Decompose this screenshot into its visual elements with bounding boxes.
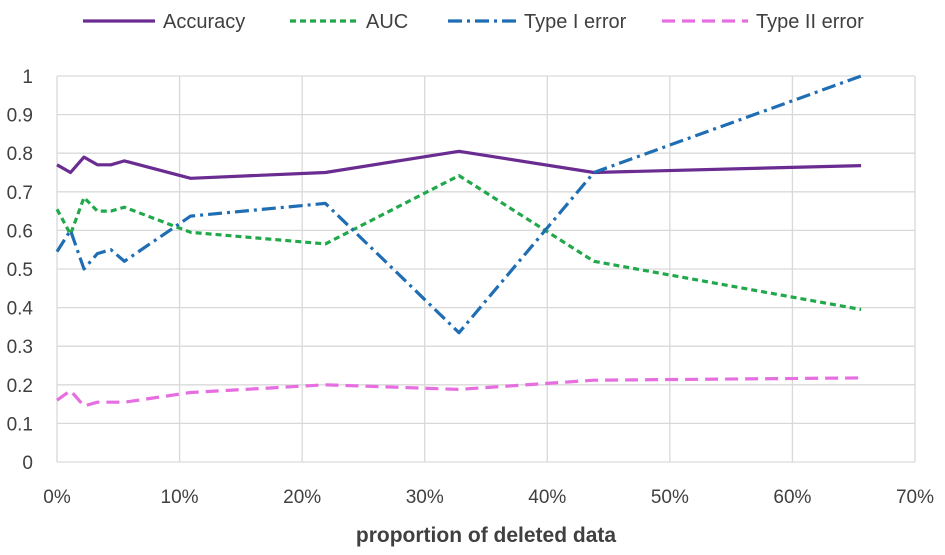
series-line-auc	[55, 174, 862, 312]
x-tick-label: 70%	[896, 487, 934, 508]
x-tick-label: 60%	[773, 487, 811, 508]
x-axis-title: proportion of deleted data	[356, 524, 616, 547]
x-tick-label: 20%	[283, 487, 321, 508]
x-axis-tick-labels: 0% 10% 20% 30% 40% 50% 60% 70%	[43, 487, 934, 508]
series-lines	[55, 74, 862, 408]
x-tick-label: 0%	[43, 487, 71, 508]
y-tick-label: 0.3	[7, 337, 33, 358]
legend-label: AUC	[366, 11, 408, 33]
legend-label: Type II error	[756, 11, 864, 33]
y-tick-label: 0	[22, 453, 33, 474]
y-axis-tick-labels: 0 0.1 0.2 0.3 0.4 0.5 0.6 0.7 0.8 0.9 1	[7, 67, 34, 474]
legend-item-accuracy: Accuracy	[83, 11, 245, 33]
y-tick-label: 1	[22, 67, 33, 88]
legend-label: Accuracy	[163, 11, 245, 33]
x-tick-label: 50%	[651, 487, 689, 508]
y-tick-label: 0.9	[7, 106, 33, 127]
x-tick-label: 10%	[161, 487, 199, 508]
legend-item-auc: AUC	[290, 11, 408, 33]
y-tick-label: 0.5	[7, 260, 33, 281]
y-tick-label: 0.2	[7, 376, 33, 397]
legend-item-type-ii-error: Type II error	[662, 11, 864, 33]
y-tick-label: 0.7	[7, 183, 33, 204]
legend: Accuracy AUC Type I error Type II error	[83, 11, 864, 33]
x-tick-label: 30%	[406, 487, 444, 508]
legend-label: Type I error	[524, 11, 627, 33]
series-line-type-ii-error	[56, 376, 862, 408]
y-tick-label: 0.6	[7, 221, 33, 242]
legend-item-type-i-error: Type I error	[448, 11, 627, 33]
y-tick-label: 0.1	[7, 414, 33, 435]
y-tick-label: 0.8	[7, 144, 33, 165]
series-line-type-i-error	[55, 74, 862, 335]
y-tick-label: 0.4	[7, 299, 34, 320]
series-line-accuracy	[56, 149, 862, 180]
gridlines	[56, 75, 916, 463]
x-tick-label: 40%	[528, 487, 566, 508]
